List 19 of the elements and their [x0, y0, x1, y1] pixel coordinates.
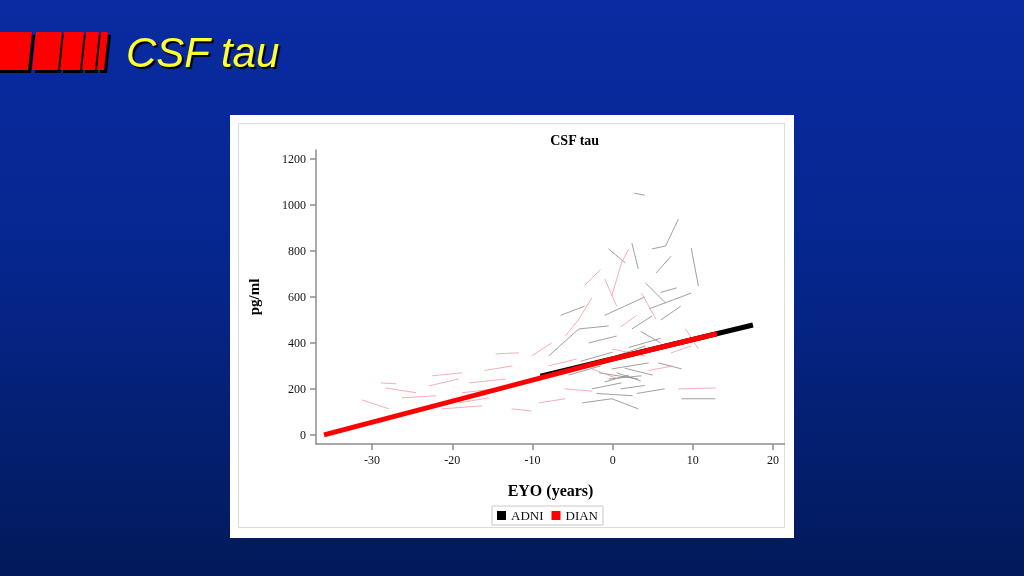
- y-tick-label: 200: [288, 381, 306, 396]
- x-tick-label: -20: [444, 453, 461, 467]
- x-tick-label: 20: [766, 453, 779, 467]
- y-axis-title: pg/ml: [245, 278, 262, 316]
- chart-subtitle: CSF tau: [550, 132, 600, 148]
- y-tick-label: 1200: [282, 152, 306, 167]
- x-axis-title: EYO (years): [507, 481, 594, 500]
- y-tick-label: 800: [288, 244, 306, 259]
- legend-label: DIAN: [565, 508, 599, 523]
- legend-label: ADNI: [511, 508, 544, 523]
- x-tick-label: -30: [364, 453, 381, 467]
- x-tick-label: 0: [609, 453, 616, 467]
- x-tick-label: -10: [524, 453, 541, 467]
- x-tick-label: 10: [686, 453, 699, 467]
- y-tick-label: 0: [300, 427, 306, 442]
- chart-title: CSF tau: [126, 28, 280, 78]
- y-tick-label: 600: [288, 290, 306, 304]
- y-tick-label: 400: [288, 335, 306, 350]
- y-tick-label: 1000: [282, 198, 306, 213]
